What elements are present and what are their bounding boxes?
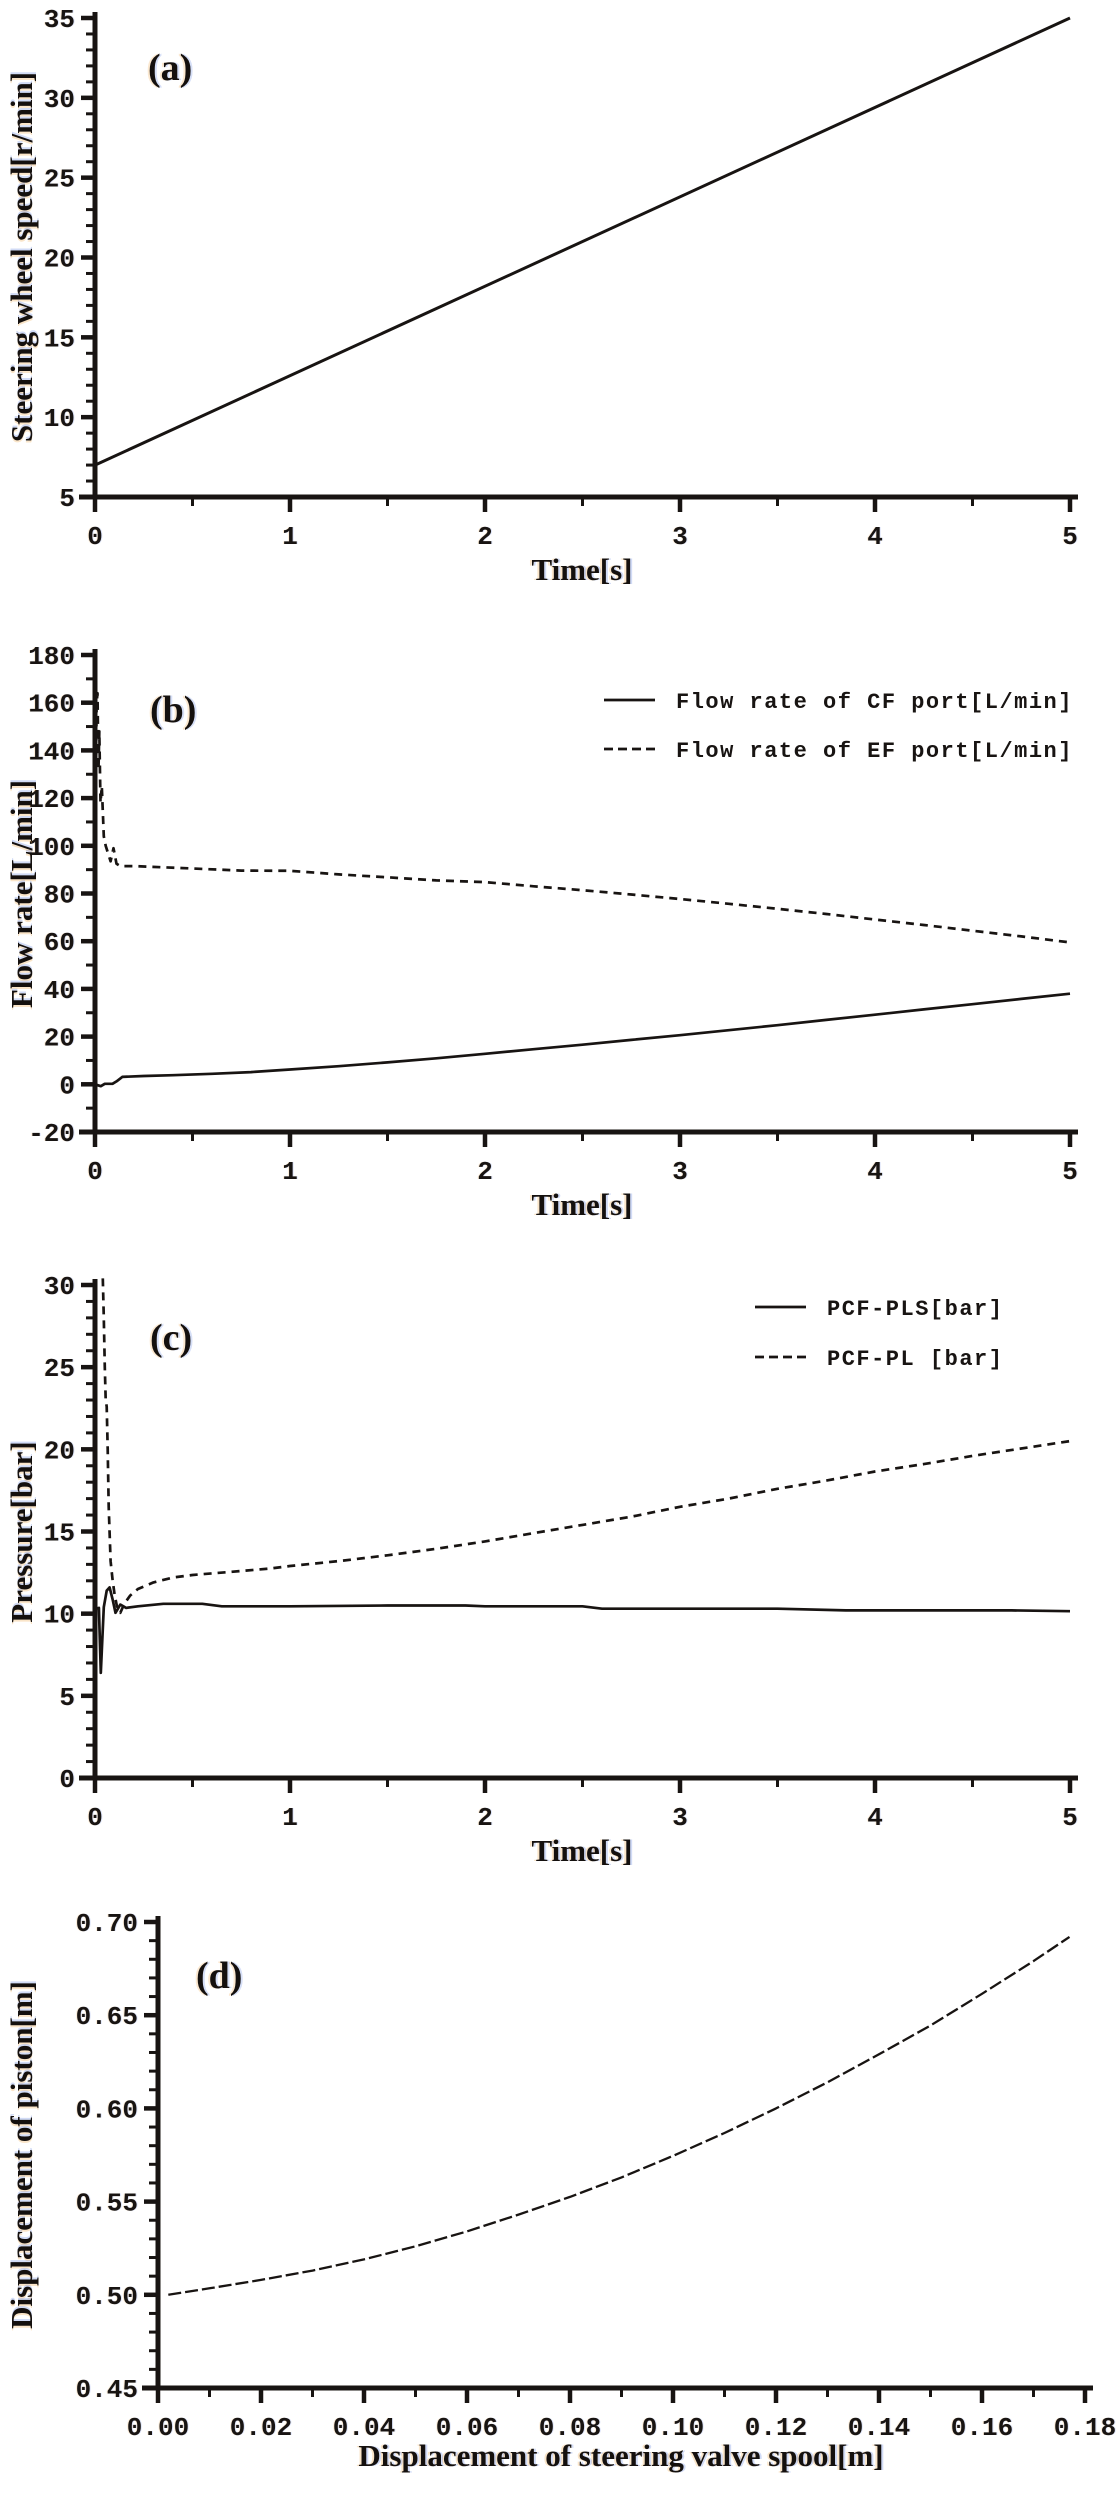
x-tick-label: 0.14 — [848, 2413, 910, 2443]
x-tick-label: 0.02 — [230, 2413, 292, 2443]
y-tick-label: 20 — [44, 1436, 75, 1466]
series-pcf-pl — [101, 1278, 1071, 1615]
x-tick-label: 4 — [867, 1157, 883, 1187]
y-tick-label: 60 — [44, 928, 75, 958]
y-tick-label: 20 — [44, 245, 75, 275]
y-tick-label: 10 — [44, 404, 75, 434]
y-tick-label: -20 — [28, 1119, 75, 1149]
y-tick-label: 140 — [28, 737, 75, 767]
legend-entry-pcf-pls-bar: PCF-PLS[bar] — [755, 1297, 1003, 1322]
y-axis-title: Flow rate[L/min] — [4, 780, 39, 1008]
x-tick-label: 2 — [477, 522, 493, 552]
x-tick-label: 0.00 — [127, 2413, 189, 2443]
x-axis-title: Time[s] — [531, 1187, 632, 1222]
series-flow-rate-of-ef-port — [93, 691, 1071, 944]
y-tick-label: 80 — [44, 881, 75, 911]
panel-letter-a: (a) — [148, 47, 192, 89]
y-tick-label: 0.50 — [76, 2282, 138, 2312]
y-tick-label: 25 — [44, 165, 75, 195]
x-tick-label: 0.10 — [642, 2413, 704, 2443]
y-tick-label: 30 — [44, 1272, 75, 1302]
legend-label: Flow rate of EF port[L/min] — [676, 739, 1073, 764]
y-axis-title: Displacement of piston[m] — [4, 1981, 39, 2329]
x-tick-label: 2 — [477, 1157, 493, 1187]
x-tick-label: 0.12 — [745, 2413, 807, 2443]
panel-a: 5 10 15 20 25 30 35 0 1 2 3 4 5 (a) Time[s] Steering wh… — [4, 5, 1078, 587]
y-tick-label: 0.60 — [76, 2095, 138, 2125]
panel-letter-b: (b) — [150, 689, 196, 731]
legend-label: PCF-PLS[bar] — [827, 1297, 1003, 1322]
legend: PCF-PLS[bar] PCF-PL [bar] — [755, 1297, 1003, 1372]
x-axis-title: Time[s] — [531, 1833, 632, 1868]
legend: Flow rate of CF port[L/min] Flow rate of … — [604, 690, 1073, 764]
x-tick-label: 3 — [672, 1803, 688, 1833]
x-tick-label: 3 — [672, 522, 688, 552]
x-tick-label: 5 — [1062, 1803, 1078, 1833]
x-axis-title: Time[s] — [531, 552, 632, 587]
x-tick-label: 5 — [1062, 1157, 1078, 1187]
y-axis-title: Pressure[bar] — [4, 1441, 39, 1622]
y-tick-label: 25 — [44, 1354, 75, 1384]
y-tick-label: 100 — [28, 833, 75, 863]
y-tick-label: 180 — [28, 642, 75, 672]
x-tick-label: 1 — [282, 1803, 298, 1833]
y-tick-label: 0.70 — [76, 1909, 138, 1939]
y-tick-label: 5 — [59, 1683, 75, 1713]
legend-entry-flow-rate-of-cf-port-l-min: Flow rate of CF port[L/min] — [604, 690, 1073, 715]
x-tick-label: 0.08 — [539, 2413, 601, 2443]
x-tick-label: 0 — [87, 1157, 103, 1187]
legend-entry-flow-rate-of-ef-port-l-min: Flow rate of EF port[L/min] — [604, 739, 1073, 764]
x-tick-label: 0.06 — [436, 2413, 498, 2443]
x-tick-label: 0.16 — [951, 2413, 1013, 2443]
y-tick-label: 40 — [44, 976, 75, 1006]
panel-letter-c: (c) — [150, 1317, 192, 1359]
y-tick-label: 160 — [28, 690, 75, 720]
legend-entry-pcf-pl-bar: PCF-PL [bar] — [755, 1347, 1003, 1372]
y-axis-title: Steering wheel speed[r/min] — [4, 72, 39, 442]
y-tick-label: 0 — [59, 1765, 75, 1795]
panel-b: -20 0 20 40 60 80 100 120 140 160 180 0 1 2 3 4 5 (b) Time… — [4, 642, 1078, 1222]
y-tick-label: 0 — [59, 1071, 75, 1101]
y-tick-label: 10 — [44, 1601, 75, 1631]
y-tick-label: 35 — [44, 5, 75, 35]
x-tick-label: 2 — [477, 1803, 493, 1833]
x-tick-label: 0.18 — [1054, 2413, 1116, 2443]
y-tick-label: 0.55 — [76, 2189, 138, 2219]
y-tick-label: 15 — [44, 324, 75, 354]
y-tick-label: 30 — [44, 85, 75, 115]
series-displacement-of-piston — [168, 1935, 1071, 2296]
legend-label: PCF-PL [bar] — [827, 1347, 1003, 1372]
x-axis-title: Displacement of steering valve spool[m] — [358, 2438, 883, 2473]
series-steering-wheel-speed — [94, 16, 1071, 467]
y-tick-label: 15 — [44, 1519, 75, 1549]
x-tick-label: 0 — [87, 1803, 103, 1833]
y-tick-label: 0.65 — [76, 2002, 138, 2032]
y-tick-label: 120 — [28, 785, 75, 815]
x-tick-label: 4 — [867, 1803, 883, 1833]
series-flow-rate-of-cf-port — [94, 992, 1071, 1088]
panel-d: 0.45 0.50 0.55 0.60 0.65 0.70 0.00 0.02 0.04 0.06… — [4, 1909, 1116, 2473]
y-tick-label: 5 — [59, 484, 75, 514]
y-tick-label: 0.45 — [76, 2375, 138, 2405]
x-tick-label: 0.04 — [333, 2413, 395, 2443]
panel-c: 0 5 10 15 20 25 30 0 1 2 3 4 5 (c) Time[s] Pressure[bar… — [4, 1272, 1078, 1868]
series-pcf-pls — [94, 1586, 1071, 1675]
x-tick-label: 4 — [867, 522, 883, 552]
x-tick-label: 5 — [1062, 522, 1078, 552]
y-tick-label: 20 — [44, 1024, 75, 1054]
legend-label: Flow rate of CF port[L/min] — [676, 690, 1073, 715]
x-tick-label: 1 — [282, 522, 298, 552]
x-tick-label: 0 — [87, 522, 103, 552]
x-tick-label: 3 — [672, 1157, 688, 1187]
x-tick-label: 1 — [282, 1157, 298, 1187]
panel-letter-d: (d) — [196, 1955, 242, 1997]
